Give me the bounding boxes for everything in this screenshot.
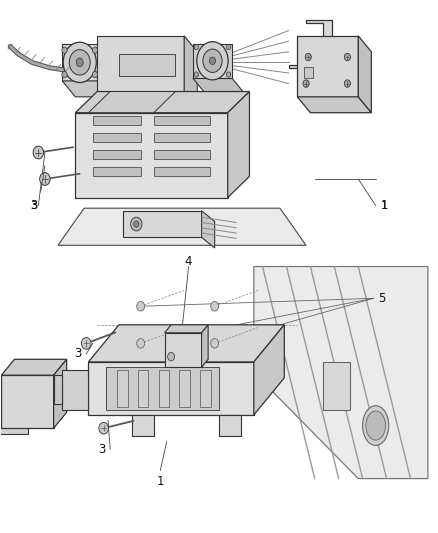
Polygon shape [219,415,241,436]
Polygon shape [304,67,313,78]
Circle shape [40,173,50,185]
Text: 1: 1 [156,475,164,488]
Polygon shape [254,325,284,415]
Text: 1: 1 [381,200,388,211]
Polygon shape [323,362,350,410]
Polygon shape [154,116,210,125]
Polygon shape [358,36,371,113]
Polygon shape [58,208,306,245]
Polygon shape [180,370,190,407]
Circle shape [211,302,219,311]
Polygon shape [154,167,210,176]
Polygon shape [297,36,358,97]
Polygon shape [201,211,215,248]
Polygon shape [119,54,176,76]
Polygon shape [0,381,1,423]
Polygon shape [297,97,371,113]
Polygon shape [132,415,154,436]
Polygon shape [201,325,208,367]
Text: 3: 3 [98,443,105,456]
Polygon shape [193,78,245,94]
Polygon shape [93,133,141,142]
Text: 1: 1 [381,199,388,212]
Circle shape [305,53,311,61]
Circle shape [137,338,145,348]
Ellipse shape [363,406,389,446]
Circle shape [203,49,222,72]
Circle shape [211,338,219,348]
Polygon shape [88,362,254,415]
Circle shape [344,53,350,61]
Polygon shape [200,370,211,407]
Polygon shape [159,370,170,407]
Circle shape [194,72,198,77]
Polygon shape [97,97,197,113]
Circle shape [168,352,175,361]
Circle shape [76,58,83,67]
Polygon shape [154,133,210,142]
Polygon shape [93,167,141,176]
Polygon shape [62,81,110,97]
Polygon shape [138,370,148,407]
Text: 5: 5 [378,292,386,305]
Text: 3: 3 [31,200,38,211]
Polygon shape [93,150,141,159]
Circle shape [209,57,215,64]
Circle shape [197,42,228,80]
Circle shape [226,44,231,50]
Circle shape [81,337,91,349]
Polygon shape [75,113,228,198]
Circle shape [303,80,309,87]
Polygon shape [289,20,332,68]
Polygon shape [106,367,219,410]
Polygon shape [53,375,62,405]
Circle shape [194,44,198,50]
Polygon shape [254,266,428,479]
Text: 3: 3 [30,199,38,212]
Ellipse shape [366,411,385,440]
Circle shape [63,42,96,83]
Text: 4: 4 [185,255,192,268]
Polygon shape [193,44,232,78]
Circle shape [62,47,67,53]
Polygon shape [184,36,197,113]
Polygon shape [93,116,141,125]
Circle shape [69,50,90,75]
Polygon shape [75,92,250,113]
Circle shape [226,72,231,77]
Circle shape [137,302,145,311]
Circle shape [62,71,67,78]
Circle shape [33,146,44,159]
Text: 3: 3 [74,348,81,360]
Polygon shape [62,44,97,81]
Polygon shape [165,325,208,333]
Polygon shape [53,359,67,428]
Polygon shape [97,36,184,97]
Polygon shape [1,359,67,375]
Polygon shape [123,211,201,237]
Polygon shape [1,375,53,428]
Polygon shape [154,150,210,159]
Polygon shape [165,333,201,367]
Circle shape [92,47,98,53]
Circle shape [344,80,350,87]
Circle shape [99,422,109,434]
Polygon shape [88,92,176,113]
Circle shape [92,71,98,78]
Circle shape [131,217,142,231]
Circle shape [134,221,139,227]
Polygon shape [0,413,28,433]
Polygon shape [62,370,88,410]
Polygon shape [117,370,127,407]
Polygon shape [228,92,250,198]
Polygon shape [88,325,284,362]
